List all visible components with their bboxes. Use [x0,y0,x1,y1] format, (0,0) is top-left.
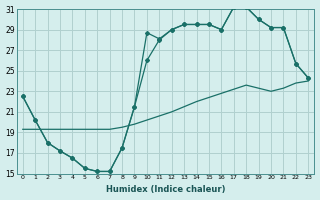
X-axis label: Humidex (Indice chaleur): Humidex (Indice chaleur) [106,185,225,194]
